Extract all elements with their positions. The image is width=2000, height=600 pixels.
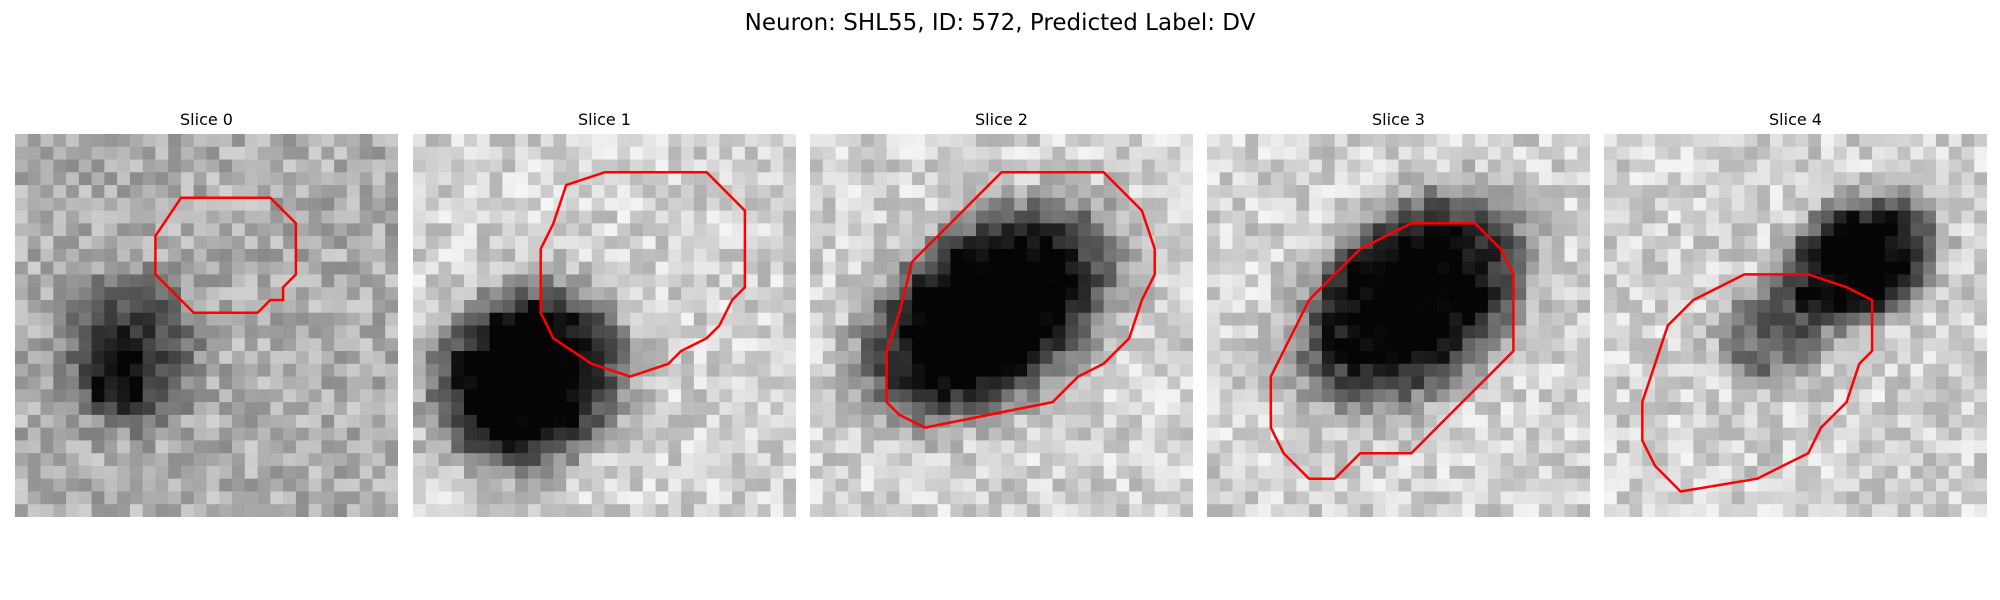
slice-image <box>1207 134 1590 517</box>
slice-image <box>1604 134 1987 517</box>
slice-panel-2: Slice 2 <box>810 110 1193 517</box>
slice-image <box>810 134 1193 517</box>
figure-title: Neuron: SHL55, ID: 572, Predicted Label:… <box>744 10 1256 36</box>
slice-image <box>413 134 796 517</box>
slice-title: Slice 2 <box>975 110 1028 129</box>
slice-panel-3: Slice 3 <box>1207 110 1590 517</box>
slice-panel-4: Slice 4 <box>1604 110 1987 517</box>
roi-outline <box>1641 273 1874 493</box>
slice-title: Slice 1 <box>578 110 631 129</box>
slice-title: Slice 0 <box>180 110 233 129</box>
roi-outline <box>154 196 298 314</box>
slice-panel-0: Slice 0 <box>15 110 398 517</box>
slice-image <box>15 134 398 517</box>
slice-title: Slice 3 <box>1372 110 1425 129</box>
roi-outline <box>1269 222 1515 480</box>
roi-outline <box>885 171 1156 429</box>
slice-panel-1: Slice 1 <box>413 110 796 517</box>
slice-title: Slice 4 <box>1769 110 1822 129</box>
roi-outline <box>539 171 747 378</box>
